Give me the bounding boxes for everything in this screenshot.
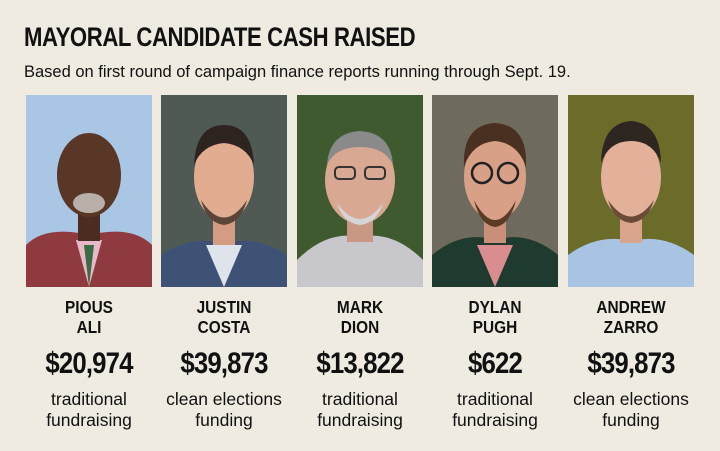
candidate-last-name: PUGH: [472, 317, 518, 337]
candidate-last-name: ALI: [76, 317, 102, 337]
candidate-photo: [297, 95, 423, 287]
candidate-card-dion: MARK DION $13,822 traditional fundraisin…: [297, 95, 423, 445]
candidate-card-pugh: DYLAN PUGH $622 traditional fundraising: [432, 95, 558, 445]
funding-method-line2: fundraising: [46, 410, 132, 430]
candidate-last-name: ZARRO: [603, 317, 659, 337]
candidate-card-costa: JUSTIN COSTA $39,873 clean elections fun…: [161, 95, 287, 445]
funding-method-line2: funding: [195, 410, 253, 430]
candidate-amount: $39,873: [180, 347, 268, 380]
candidate-amount: $622: [468, 347, 523, 380]
candidate-amount: $39,873: [587, 347, 675, 380]
candidate-last-name: DION: [340, 317, 380, 337]
candidate-amount: $13,822: [316, 347, 404, 380]
candidate-first-name: JUSTIN: [196, 297, 252, 317]
funding-method-line2: funding: [602, 410, 660, 430]
candidate-photo: [26, 95, 152, 287]
candidate-first-name: MARK: [336, 297, 384, 317]
page-title: MAYORAL CANDIDATE CASH RAISED: [24, 22, 416, 52]
funding-method-line2: fundraising: [452, 410, 538, 430]
candidate-first-name: DYLAN: [468, 297, 522, 317]
candidate-photo: [432, 95, 558, 287]
funding-method-line2: fundraising: [317, 410, 403, 430]
candidate-first-name: ANDREW: [596, 297, 666, 317]
candidate-last-name: COSTA: [197, 317, 251, 337]
candidate-photo: [568, 95, 694, 287]
funding-method-line1: traditional: [457, 389, 533, 409]
candidate-card-ali: PIOUS ALI $20,974 traditional fundraisin…: [26, 95, 152, 445]
candidate-card-zarro: ANDREW ZARRO $39,873 clean elections fun…: [568, 95, 694, 445]
candidate-amount: $20,974: [45, 347, 133, 380]
candidate-photo: [161, 95, 287, 287]
funding-method-line1: traditional: [51, 389, 127, 409]
candidate-first-name: PIOUS: [65, 297, 113, 317]
funding-method-line1: clean elections: [573, 389, 689, 409]
page-subtitle: Based on first round of campaign finance…: [24, 63, 571, 81]
funding-method-line1: traditional: [322, 389, 398, 409]
funding-method-line1: clean elections: [166, 389, 282, 409]
